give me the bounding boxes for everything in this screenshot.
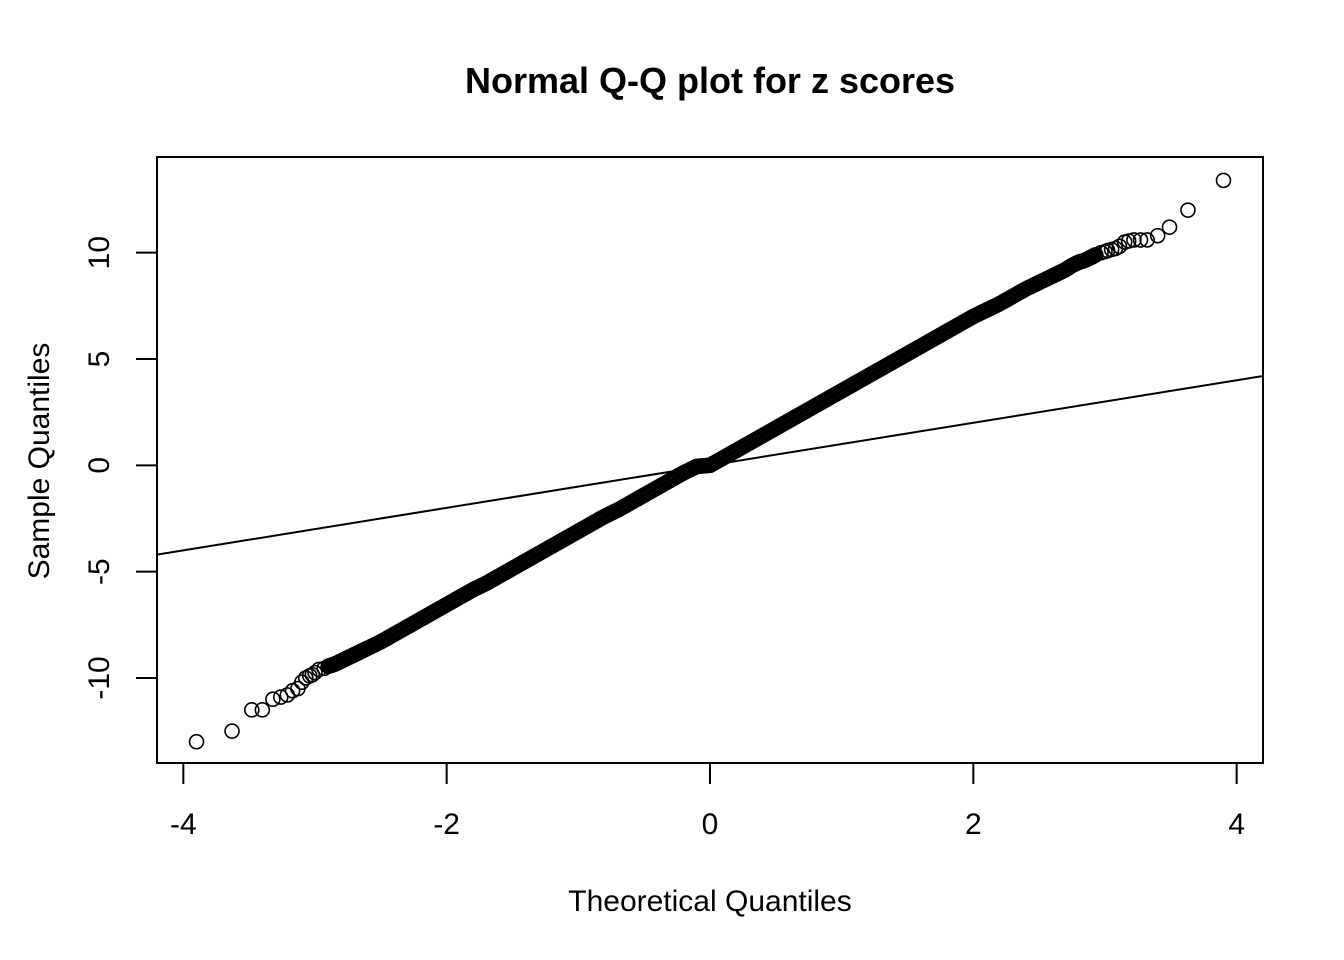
- x-axis: -4 -2 0 2 4: [170, 762, 1245, 841]
- y-tick-label: -5: [83, 558, 116, 585]
- y-axis-label: Sample Quantiles: [23, 343, 56, 580]
- y-tick-label: 0: [83, 457, 116, 474]
- data-point: [1126, 232, 1142, 248]
- y-tick-label: 5: [83, 351, 116, 368]
- x-tick-label: -2: [433, 808, 460, 841]
- data-point: [1120, 233, 1137, 249]
- data-point: [1087, 247, 1104, 263]
- data-point: [1215, 172, 1232, 189]
- data-point: [1180, 202, 1196, 218]
- y-axis: -10 -5 0 5 10: [83, 236, 158, 700]
- y-tick-label: 10: [83, 236, 116, 269]
- data-point: [307, 664, 323, 681]
- data-point: [224, 723, 240, 739]
- dense-point-band: [321, 247, 1104, 674]
- x-tick-label: 2: [965, 808, 982, 841]
- data-point: [188, 733, 205, 750]
- x-tick-label: 4: [1228, 808, 1245, 841]
- data-point: [1149, 227, 1166, 244]
- x-tick-label: 0: [702, 808, 719, 841]
- data-point: [1111, 238, 1128, 255]
- data-point: [265, 691, 281, 708]
- data-point: [1139, 232, 1155, 248]
- data-point: [1161, 219, 1178, 235]
- plot-frame: [156, 156, 1264, 764]
- x-axis-label: Theoretical Quantiles: [568, 885, 851, 918]
- data-point: [1132, 232, 1149, 248]
- data-point: [272, 689, 289, 705]
- plot-area: [156, 172, 1264, 750]
- y-tick-label: -10: [83, 656, 116, 699]
- chart-title: Normal Q-Q plot for z scores: [465, 60, 955, 101]
- x-tick-label: -4: [170, 808, 197, 841]
- data-point: [244, 702, 260, 718]
- data-point: [254, 702, 271, 718]
